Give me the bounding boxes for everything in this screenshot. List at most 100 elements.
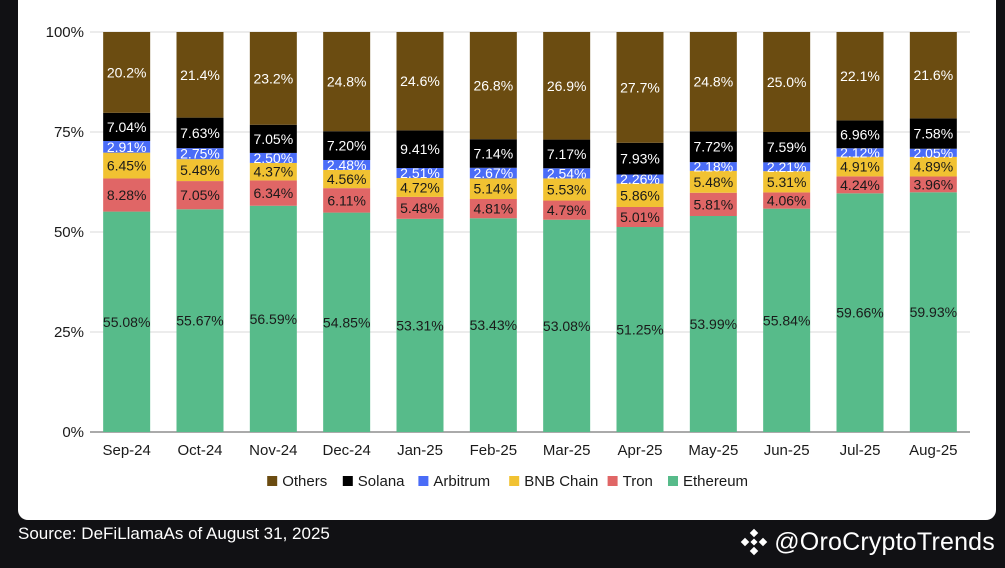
data-label: 5.53% (547, 181, 587, 197)
data-label: 5.14% (473, 181, 513, 197)
bar-segment-arbitrum (836, 148, 884, 157)
bar-segment-ethereum (763, 208, 811, 432)
bar-segment-solana (836, 120, 884, 149)
bar-segment-tron (689, 192, 737, 216)
bar-segment-ethereum (469, 218, 517, 432)
bar-segment-tron (103, 178, 151, 212)
data-label: 2.54% (547, 165, 587, 181)
data-label: 2.05% (913, 145, 953, 161)
data-label: 7.04% (107, 119, 147, 135)
bar-segment-others (909, 32, 957, 119)
data-label: 7.05% (180, 187, 220, 203)
data-label: 2.12% (840, 144, 880, 160)
data-label: 5.48% (693, 174, 733, 190)
data-label: 27.7% (620, 79, 660, 95)
data-label: 5.48% (400, 200, 440, 216)
y-tick-label: 0% (62, 424, 84, 441)
data-label: 53.08% (543, 318, 590, 334)
data-label: 4.56% (327, 171, 367, 187)
bar-segment-arbitrum (909, 148, 957, 157)
bar-segment-solana (763, 131, 811, 163)
x-tick-label: May-25 (688, 442, 738, 459)
data-label: 55.67% (176, 313, 223, 329)
data-label: 7.05% (253, 131, 293, 147)
bar-segment-tron (909, 176, 957, 193)
bar-segment-solana (323, 131, 371, 160)
bar-segment-solana (689, 131, 737, 163)
data-label: 55.84% (763, 312, 810, 328)
x-tick-label: Oct-24 (177, 442, 222, 459)
bar-segment-arbitrum (396, 167, 444, 179)
bar-segment-ethereum (396, 218, 444, 432)
data-label: 4.81% (473, 201, 513, 217)
x-tick-label: Feb-25 (470, 442, 518, 459)
legend-swatch-arbitrum (418, 476, 429, 486)
data-label: 2.50% (253, 150, 293, 166)
data-label: 7.14% (473, 145, 513, 161)
data-label: 53.31% (396, 317, 443, 333)
bar-segment-arbitrum (323, 160, 371, 170)
data-label: 2.67% (473, 165, 513, 181)
bar-segment-others (689, 32, 737, 132)
bar-segment-bnb-chain (543, 178, 591, 201)
bar-segment-solana (469, 139, 517, 168)
bar-segment-ethereum (249, 205, 297, 432)
data-label: 5.86% (620, 187, 660, 203)
bar-segment-bnb-chain (909, 156, 957, 177)
bar-segment-arbitrum (469, 167, 517, 179)
data-label: 5.01% (620, 209, 660, 225)
data-label: 24.8% (327, 74, 367, 90)
bar-segment-ethereum (689, 215, 737, 432)
data-label: 2.21% (767, 159, 807, 175)
data-label: 53.43% (470, 317, 517, 333)
bar-segment-bnb-chain (323, 169, 371, 189)
data-label: 53.99% (690, 316, 737, 332)
bar-segment-ethereum (176, 209, 224, 432)
data-label: 5.31% (767, 174, 807, 190)
bar-segment-others (543, 32, 591, 140)
bar-segment-bnb-chain (103, 152, 151, 179)
legend-swatch-bnb-chain (509, 476, 520, 486)
data-label: 7.63% (180, 125, 220, 141)
bar-segment-tron (763, 192, 811, 209)
data-label: 4.37% (253, 164, 293, 180)
bar-segment-others (176, 32, 224, 118)
data-label: 5.81% (693, 196, 733, 212)
y-tick-label: 25% (54, 324, 84, 341)
bar-segment-arbitrum (103, 141, 151, 153)
legend-label: Tron (623, 473, 653, 490)
data-label: 6.11% (327, 192, 366, 208)
binance-logo-icon (740, 528, 768, 556)
bar-segment-tron (543, 200, 591, 220)
data-label: 54.85% (323, 314, 370, 330)
bar-segment-tron (323, 188, 371, 213)
chart-card: 0% 25% 50% 75% 100% 55.08% 8.28% 6.45% 2.91% 7.04… (18, 0, 996, 520)
bar-segment-others (469, 32, 517, 140)
data-label: 3.96% (913, 176, 953, 192)
bar-segment-ethereum (909, 192, 957, 432)
data-label: 7.20% (327, 138, 367, 154)
bar-segment-solana (249, 124, 297, 153)
bar-segment-tron (469, 199, 517, 219)
bar-segment-arbitrum (689, 162, 737, 171)
x-tick-label: Jul-25 (840, 442, 881, 459)
y-tick-label: 50% (54, 224, 84, 241)
bar-segment-solana (543, 139, 591, 169)
data-label: 2.51% (400, 165, 440, 181)
bar-segment-tron (396, 196, 444, 219)
bar-segment-others (249, 32, 297, 125)
bar-segment-tron (836, 176, 884, 194)
data-label: 2.75% (180, 146, 220, 162)
bar-segment-ethereum (103, 211, 151, 432)
bar-segment-ethereum (616, 227, 664, 432)
x-tick-label: Nov-24 (249, 442, 297, 459)
bar-segment-tron (176, 181, 224, 210)
data-label: 7.58% (913, 126, 953, 142)
bar-segment-solana (176, 117, 224, 149)
bar-segment-others (103, 32, 151, 113)
legend-swatch-tron (607, 476, 618, 486)
bar-segment-bnb-chain (836, 156, 884, 177)
source-caption: Source: DeFiLlamaAs of August 31, 2025 (18, 524, 330, 543)
data-label: 4.79% (547, 202, 587, 218)
x-tick-label: Sep-24 (102, 442, 150, 459)
